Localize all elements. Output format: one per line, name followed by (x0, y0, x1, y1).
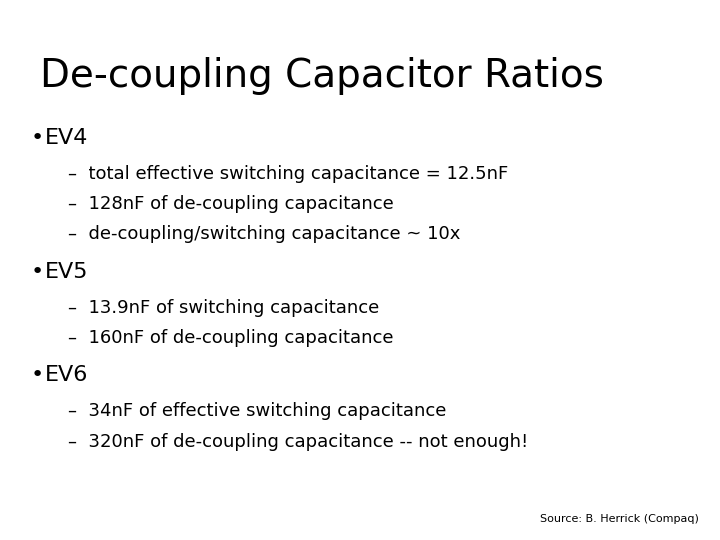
Text: •: • (30, 127, 43, 148)
Text: EV6: EV6 (45, 365, 88, 386)
Text: –  de-coupling/switching capacitance ~ 10x: – de-coupling/switching capacitance ~ 10… (68, 225, 461, 244)
Text: EV5: EV5 (45, 262, 88, 282)
Text: Source: B. Herrick (Compaq): Source: B. Herrick (Compaq) (539, 514, 698, 524)
Text: •: • (30, 262, 43, 282)
Text: –  total effective switching capacitance = 12.5nF: – total effective switching capacitance … (68, 165, 508, 183)
Text: EV4: EV4 (45, 127, 88, 148)
Text: –  13.9nF of switching capacitance: – 13.9nF of switching capacitance (68, 299, 379, 317)
Text: –  128nF of de-coupling capacitance: – 128nF of de-coupling capacitance (68, 195, 394, 213)
Text: De-coupling Capacitor Ratios: De-coupling Capacitor Ratios (40, 57, 603, 94)
Text: –  160nF of de-coupling capacitance: – 160nF of de-coupling capacitance (68, 329, 394, 347)
Text: –  34nF of effective switching capacitance: – 34nF of effective switching capacitanc… (68, 402, 447, 421)
Text: –  320nF of de-coupling capacitance -- not enough!: – 320nF of de-coupling capacitance -- no… (68, 433, 528, 451)
Text: •: • (30, 365, 43, 386)
